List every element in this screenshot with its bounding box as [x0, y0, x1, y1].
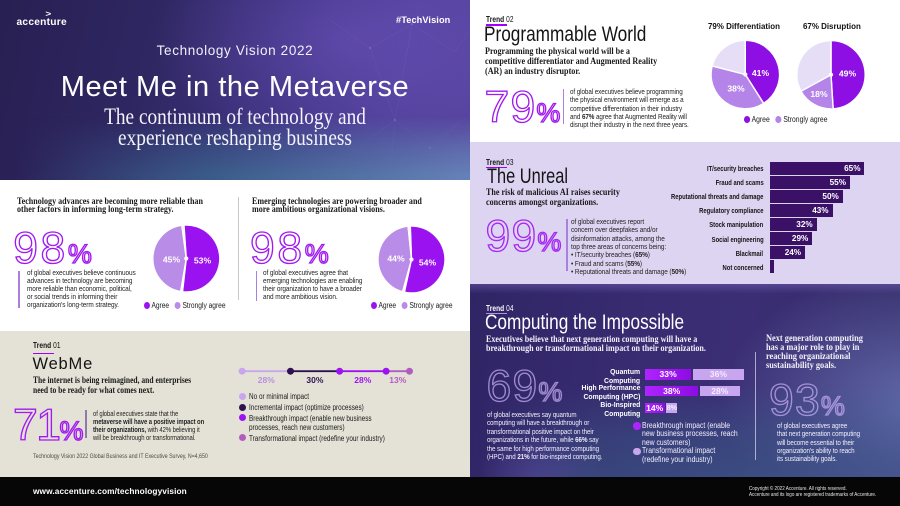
svg-text:38%: 38%: [727, 84, 745, 94]
svg-text:45%: 45%: [163, 255, 181, 265]
svg-text:53%: 53%: [194, 256, 212, 266]
svg-text:41%: 41%: [752, 68, 770, 78]
svg-text:18%: 18%: [810, 89, 828, 99]
svg-text:49%: 49%: [839, 69, 857, 79]
svg-text:54%: 54%: [419, 258, 437, 268]
svg-text:44%: 44%: [387, 254, 405, 264]
